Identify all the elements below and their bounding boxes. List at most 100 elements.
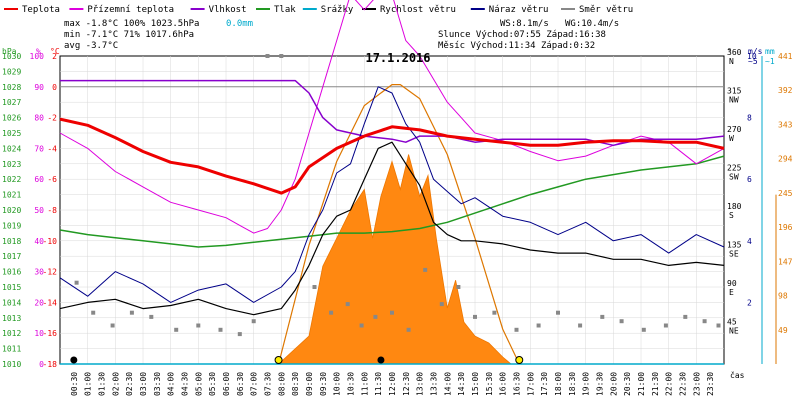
time-tick: 18:00 [554,372,563,396]
dir-unit: ° [727,47,732,56]
ms-max: ~5 [748,57,758,66]
wind-dir-point [149,314,154,319]
dir-tick-name: NE [729,327,739,336]
wind-dir-point [536,323,541,328]
solar-tick: 392 [778,86,793,95]
time-tick: 18:30 [568,372,577,396]
axes: hPa% °C1030102910281027102610251024102310… [2,47,793,396]
wind-dir-point [600,314,605,319]
chart-title: 17.1.2016 [365,51,430,65]
time-tick: 14:00 [443,372,452,396]
time-tick: 10:00 [333,372,342,396]
wind-dir-point [91,310,96,315]
hpa-tick: 1024 [2,144,21,153]
stats-wg: WG:10.4m/s [565,19,619,29]
ms-tick: 6 [747,175,752,184]
time-tick: 06:00 [222,372,231,396]
wind-dir-point [279,54,284,58]
time-tick: 01:00 [84,372,93,396]
time-tick: 22:00 [665,372,674,396]
c-tick: 2 [52,52,57,61]
wind-dir-point [174,327,179,332]
wind-gust-line [59,86,725,303]
solar-tick: 245 [778,189,793,198]
wind-dir-point [312,285,317,289]
mm-max: ~1 [765,57,775,66]
hpa-tick: 1018 [2,237,21,246]
dir-tick-deg: 270 [727,125,742,134]
dir-tick-name: NW [729,96,739,105]
time-tick: 14:30 [457,372,466,396]
time-tick: 08:30 [291,372,300,396]
wind-dir-point [406,327,411,332]
dir-tick-name: W [729,134,734,143]
mm-unit: mm [765,47,775,56]
time-tick: 21:30 [651,372,660,396]
solar-theory-line [278,84,520,365]
hpa-tick: 1025 [2,129,21,138]
wind-dir-point [641,327,646,332]
time-tick: 17:00 [526,372,535,396]
pct-tick: 70 [34,144,44,153]
wind-dir-point [473,314,477,319]
pct-unit: % [36,47,41,56]
stats-ws: WS:8.1m/s [500,19,549,29]
time-tick: 21:00 [637,372,646,396]
hpa-tick: 1020 [2,206,21,215]
time-tick: 10:30 [347,372,356,396]
solar-tick: 343 [778,120,793,129]
c-tick: -4 [47,144,57,153]
c-tick: -14 [43,298,58,307]
stats-moon: Měsíc Východ:11:34 Západ:0:32 [438,41,595,51]
time-tick: 19:00 [582,372,591,396]
dir-tick-deg: 360 [727,48,742,57]
legend-label-4: Srážky [321,5,354,15]
pct-tick: 40 [34,237,44,246]
hpa-tick: 1027 [2,98,21,107]
hpa-tick: 1016 [2,268,21,277]
wind-dir-point [218,327,223,332]
pct-tick: 0 [39,360,44,369]
legend: Teplota Přízemní teplota Vlhkost Tlak Srážky… [4,5,633,15]
time-tick: 06:30 [236,372,245,396]
solar-tick: 98 [778,292,788,301]
hpa-unit: hPa [2,47,17,56]
hpa-tick: 1023 [2,160,21,169]
wind-dir-point [196,323,201,328]
legend-label-2: Vlhkost [209,5,247,15]
time-tick: 03:30 [153,372,162,396]
ms-tick: 10 [747,52,757,61]
time-tick: 11:30 [374,372,383,396]
wind-dir-point [702,319,707,324]
hpa-tick: 1015 [2,283,21,292]
c-unit: °C [50,47,60,56]
moonrise-marker [377,356,385,364]
wind-dir-point [492,310,497,315]
dir-tick-name: SE [729,250,739,259]
wind-dir-point [663,323,668,328]
time-tick: 04:30 [181,372,190,396]
c-tick: -8 [47,206,57,215]
wind-dir-point [619,319,624,324]
hpa-tick: 1011 [2,345,21,354]
pct-tick: 20 [34,298,44,307]
wind-dir-point [74,280,79,285]
wind-dir-point [423,267,428,272]
stats-rain: 0.0mm [226,19,253,29]
wind-dir-point [329,310,334,315]
wind-dir-point [265,54,270,58]
stats-sun: Slunce Východ:07:55 Západ:16:38 [438,30,606,40]
solar-tick: 441 [778,52,793,61]
pct-tick: 60 [34,175,44,184]
time-tick: 12:30 [402,372,411,396]
dir-tick-deg: 315 [727,87,742,96]
hpa-tick: 1013 [2,314,21,323]
time-tick: 13:30 [430,372,439,396]
time-tick: 03:00 [139,372,148,396]
time-tick: 12:00 [388,372,397,396]
wind-dir-point [345,302,350,307]
dir-tick-name: E [729,288,734,297]
dir-tick-deg: 180 [727,202,742,211]
wind-dir-point [578,323,583,328]
temperature-line [59,117,725,195]
